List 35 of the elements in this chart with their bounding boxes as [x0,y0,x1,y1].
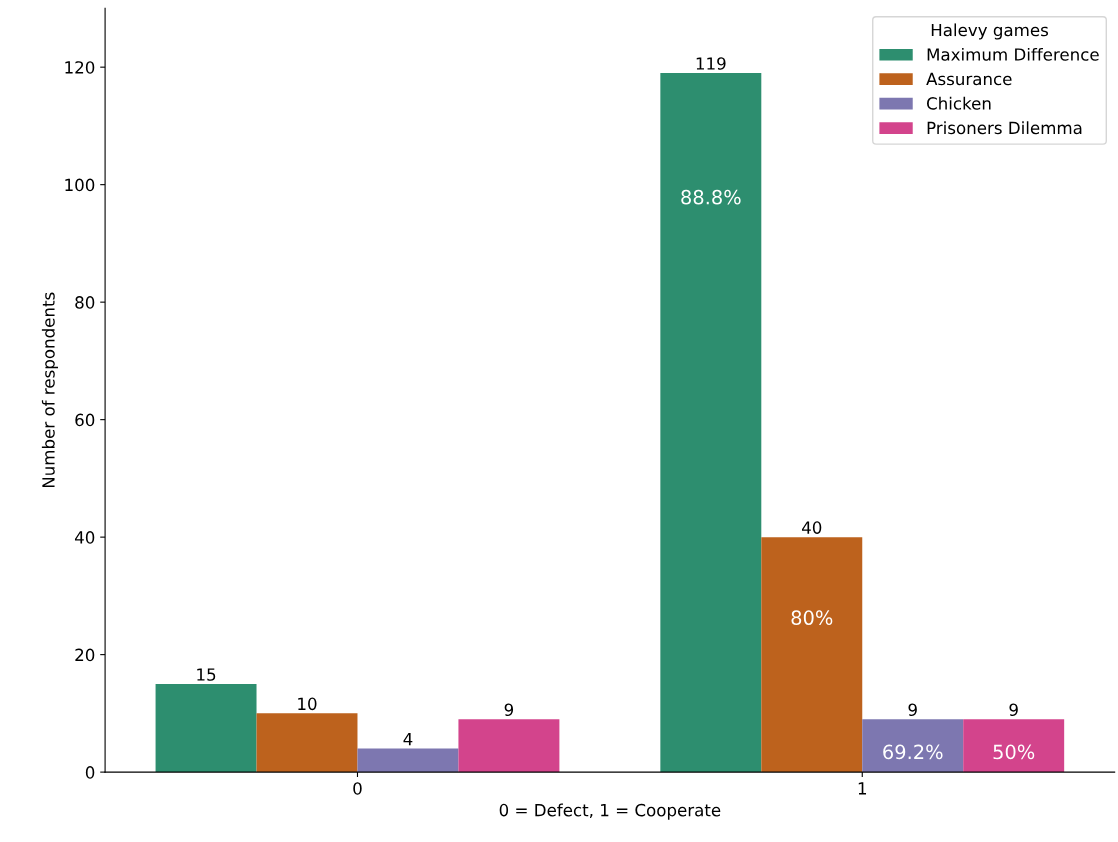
annotation: 69.2% [883,744,943,760]
bar [357,748,459,773]
legend-label: Assurance [926,72,1012,86]
data-label: 9 [504,703,514,717]
y-tick-label: 20 [75,648,95,662]
data-label: 4 [403,733,413,746]
y-tick-label: 60 [75,413,95,427]
y-tick-label: 80 [75,296,95,309]
legend-label: Prisoners Dilemma [927,121,1082,135]
bar [256,713,358,773]
annotation: 50% [993,744,1035,760]
data-label: 119 [696,57,726,70]
legend-title: Halevy games [931,23,1049,40]
data-label: 9 [1009,703,1018,717]
bar [660,73,762,773]
data-label: 10 [298,697,317,711]
bar [458,719,560,773]
data-label: 15 [197,668,216,681]
x-axis-title: 0 = Defect, 1 = Cooperate [499,803,721,820]
y-tick-label: 40 [74,531,95,544]
annotation: 88.8% [681,189,741,205]
y-tick-label: 0 [85,766,95,779]
y-axis-title: Number of respondents [41,292,58,488]
data-label: 40 [801,521,822,534]
legend-label: Maximum Difference [927,47,1099,61]
data-label: 9 [908,703,917,717]
bar [862,719,964,773]
x-tick-label: 1 [858,782,867,795]
bar [963,719,1065,773]
bar [761,537,863,773]
legend-label: Chicken [927,96,991,110]
y-tick-label: 100 [65,178,95,192]
bar [155,684,257,773]
annotation: 80% [791,610,833,626]
y-tick-label: 120 [65,61,95,74]
